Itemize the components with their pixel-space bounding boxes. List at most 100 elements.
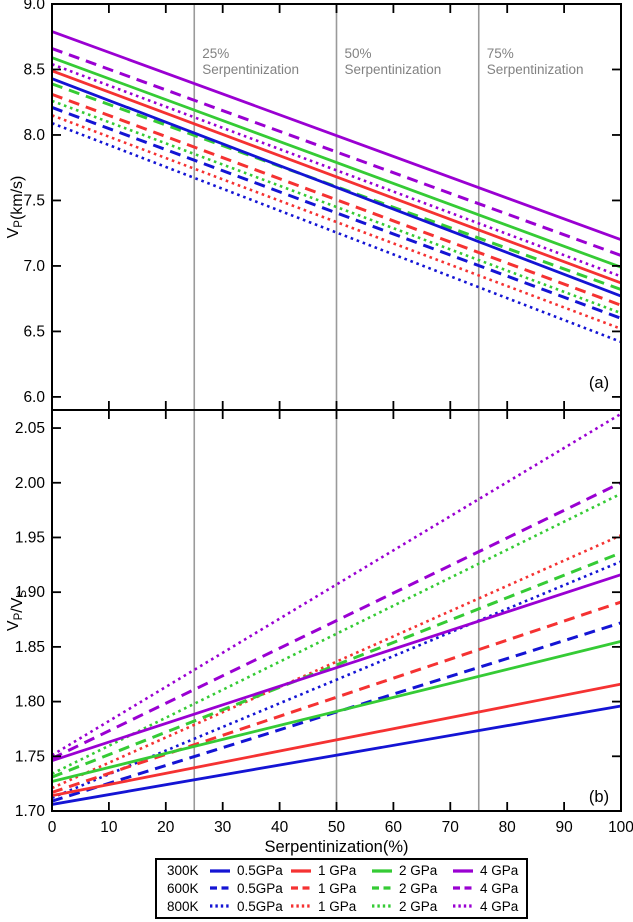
line-style-icon — [291, 886, 311, 891]
y-tick-label: 8.5 — [23, 61, 45, 78]
legend-swatch-solid-green — [371, 867, 399, 875]
line-style-icon — [372, 904, 392, 908]
legend: 300K 0.5GPa 1 GPa 2 GPa 4 GPa 600K 0.5GPa 1 GPa… — [155, 858, 528, 919]
x-tick-label: 60 — [385, 819, 403, 836]
series-line-600K-4GPa — [51, 481, 622, 760]
legend-swatch-dotted-blue — [209, 902, 237, 910]
x-axis-title: Serpentinization(%) — [265, 838, 409, 856]
serpentinization-annotation: Serpentinization — [345, 62, 442, 77]
series-line-800K-2GPa — [51, 99, 622, 315]
y-tick-label: 7.0 — [23, 258, 45, 275]
line-style-icon — [372, 869, 392, 873]
legend-temperature-label: 600K — [167, 880, 199, 896]
line-style-icon — [291, 869, 311, 873]
y-tick-label: 8.0 — [23, 127, 45, 144]
legend-swatch-solid-blue — [209, 867, 237, 875]
legend-temperature-label: 300K — [167, 863, 199, 879]
legend-pressure-label: 1 GPa — [318, 880, 357, 896]
panel-label-b: (b) — [589, 788, 609, 806]
series-line-800K-4GPa — [51, 412, 622, 757]
x-tick-label: 30 — [214, 819, 232, 836]
line-style-icon — [210, 869, 230, 873]
x-tick-label: 10 — [100, 819, 118, 836]
y-axis-title: VP(km/s) — [5, 176, 26, 239]
x-tick-label: 70 — [442, 819, 460, 836]
legend-pressure-label: 2 GPa — [399, 880, 438, 896]
line-style-icon — [210, 904, 230, 908]
series-line-800K-1GPa — [51, 114, 622, 331]
x-tick-label: 20 — [157, 819, 175, 836]
series-line-800K-1GPa — [51, 534, 622, 790]
y-tick-label: 1.75 — [15, 748, 45, 765]
series-line-600K-4GPa — [51, 47, 622, 257]
y-tick-label: 2.05 — [15, 420, 45, 437]
series-line-300K-0.5GPa — [51, 77, 622, 298]
series-line-600K-1GPa — [51, 92, 622, 307]
panel-label-a: (a) — [589, 374, 609, 392]
series-line-300K-4GPa — [51, 573, 622, 763]
serpentinization-annotation: 25% — [202, 46, 229, 61]
y-tick-label: 2.00 — [15, 475, 46, 492]
legend-pressure-label: 0.5GPa — [237, 880, 283, 896]
series-line-600K-2GPa — [51, 82, 622, 291]
series-line-300K-1GPa — [51, 69, 622, 285]
serpentinization-annotation: Serpentinization — [487, 62, 584, 77]
serpentinization-annotation: 75% — [487, 46, 514, 61]
legend-swatch-solid-purple — [452, 867, 480, 875]
legend-swatch-solid-red — [290, 867, 318, 875]
line-style-icon — [453, 886, 473, 891]
legend-row-800K: 800K 0.5GPa 1 GPa 2 GPa 4 GPa — [167, 899, 520, 914]
legend-swatch-dotted-purple — [452, 902, 480, 910]
legend-swatch-dotted-red — [290, 902, 318, 910]
legend-pressure-label: 1 GPa — [318, 898, 357, 914]
y-tick-label: 1.85 — [15, 639, 45, 656]
series-line-300K-1GPa — [51, 682, 622, 798]
legend-pressure-label: 4 GPa — [480, 880, 519, 896]
y-tick-label: 1.95 — [15, 529, 45, 546]
panel-a: 6.06.57.07.58.08.59.025%Serpentinization… — [5, 0, 622, 411]
legend-swatch-dotted-green — [371, 902, 399, 910]
line-style-icon — [453, 869, 473, 873]
serpentinization-annotation: Serpentinization — [202, 62, 299, 77]
legend-swatch-dashed-purple — [452, 884, 480, 892]
legend-row-300K: 300K 0.5GPa 1 GPa 2 GPa 4 GPa — [167, 863, 520, 878]
line-style-icon — [210, 886, 230, 891]
series-line-600K-1GPa — [51, 600, 622, 794]
y-tick-label: 7.5 — [23, 192, 45, 209]
x-tick-label: 40 — [271, 819, 289, 836]
legend-swatch-dashed-blue — [209, 884, 237, 892]
y-tick-label: 9.0 — [23, 0, 45, 13]
series-line-300K-2GPa — [51, 56, 622, 269]
legend-pressure-label: 4 GPa — [480, 898, 519, 914]
y-tick-label: 1.80 — [15, 694, 46, 711]
series-line-300K-0.5GPa — [51, 704, 622, 806]
legend-row-600K: 600K 0.5GPa 1 GPa 2 GPa 4 GPa — [167, 881, 520, 896]
legend-pressure-label: 4 GPa — [480, 863, 519, 879]
legend-pressure-label: 0.5GPa — [237, 863, 283, 879]
x-tick-label: 0 — [48, 819, 57, 836]
legend-pressure-label: 0.5GPa — [237, 898, 283, 914]
x-tick-label: 100 — [608, 819, 633, 836]
serpentinization-annotation: 50% — [345, 46, 372, 61]
y-tick-label: 6.5 — [23, 323, 45, 340]
y-tick-label: 6.0 — [23, 389, 45, 406]
y-tick-label: 1.90 — [15, 584, 46, 601]
line-style-icon — [453, 904, 473, 908]
y-tick-label: 1.70 — [15, 803, 46, 820]
legend-pressure-label: 2 GPa — [399, 898, 438, 914]
series-line-600K-2GPa — [51, 551, 622, 779]
x-tick-label: 80 — [499, 819, 517, 836]
legend-swatch-dashed-green — [371, 884, 399, 892]
series-line-800K-0.5GPa — [51, 121, 622, 344]
x-tick-label: 90 — [555, 819, 573, 836]
x-tick-label: 50 — [328, 819, 346, 836]
y-axis-title: VP/VS — [5, 590, 29, 631]
panel-b: 0 10 20 30 40 50 60 70 80 90 100 1.70 1.75 1.80 1.85 1.… — [5, 409, 633, 836]
series-line-800K-4GPa — [51, 63, 622, 278]
series-line-600K-0.5GPa — [51, 106, 622, 320]
legend-temperature-label: 800K — [167, 898, 199, 914]
legend-pressure-label: 2 GPa — [399, 863, 438, 879]
legend-pressure-label: 1 GPa — [318, 863, 357, 879]
